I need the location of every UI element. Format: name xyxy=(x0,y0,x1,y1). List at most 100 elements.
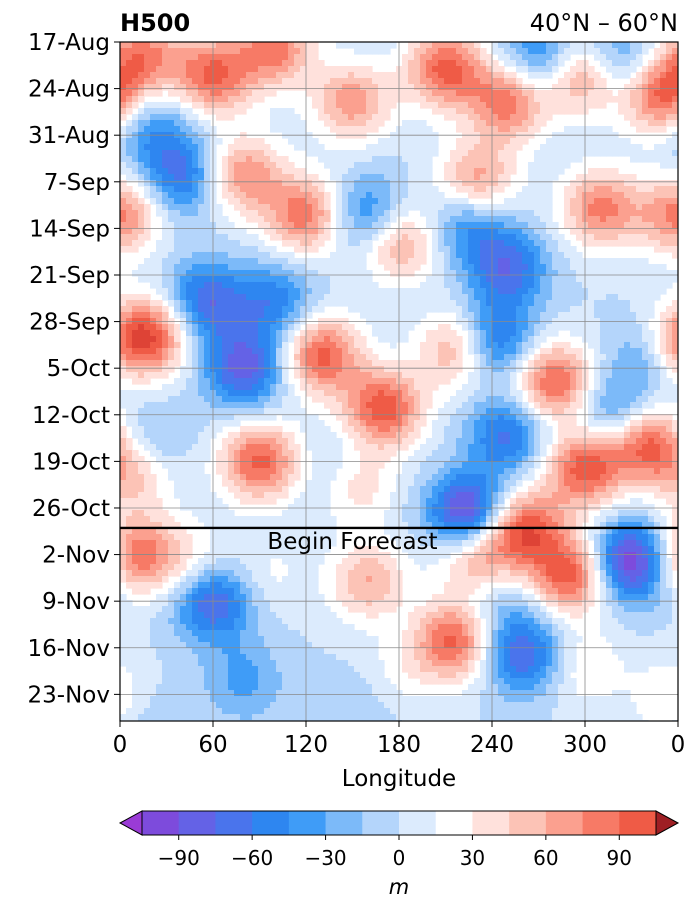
heatmap-cell xyxy=(156,204,163,211)
heatmap-cell xyxy=(360,168,367,175)
heatmap-cell xyxy=(270,60,277,67)
heatmap-cell xyxy=(336,336,343,343)
heatmap-cell xyxy=(414,180,421,187)
heatmap-cell xyxy=(222,108,229,115)
heatmap-cell xyxy=(564,216,571,223)
heatmap-cell xyxy=(192,336,199,343)
heatmap-cell xyxy=(456,144,463,151)
heatmap-cell xyxy=(630,276,637,283)
heatmap-cell xyxy=(216,222,223,229)
heatmap-cell xyxy=(576,222,583,229)
heatmap-cell xyxy=(672,66,678,73)
heatmap-cell xyxy=(504,402,511,409)
heatmap-cell xyxy=(474,264,481,271)
heatmap-cell xyxy=(414,78,421,85)
heatmap-cell xyxy=(432,216,439,223)
heatmap-cell xyxy=(192,192,199,199)
heatmap-cell xyxy=(552,84,559,91)
heatmap-cell xyxy=(462,414,469,421)
heatmap-cell xyxy=(618,48,625,55)
heatmap-cell xyxy=(216,78,223,85)
heatmap-cell xyxy=(354,246,361,253)
heatmap-cell xyxy=(120,162,127,169)
heatmap-cell xyxy=(300,258,307,265)
heatmap-cell xyxy=(558,162,565,169)
heatmap-cell xyxy=(414,204,421,211)
heatmap-cell xyxy=(366,348,373,355)
heatmap-cell xyxy=(498,108,505,115)
heatmap-cell xyxy=(546,348,553,355)
heatmap-cell xyxy=(528,384,535,391)
heatmap-cell xyxy=(438,42,445,49)
heatmap-cell xyxy=(468,240,475,247)
heatmap-cell xyxy=(642,102,649,109)
heatmap-cell xyxy=(228,90,235,97)
heatmap-cell xyxy=(402,180,409,187)
heatmap-cell xyxy=(666,120,673,127)
heatmap-cell xyxy=(348,294,355,301)
heatmap-cell xyxy=(474,342,481,349)
heatmap-cell xyxy=(318,384,325,391)
heatmap-cell xyxy=(288,66,295,73)
heatmap-cell xyxy=(444,414,451,421)
heatmap-cell xyxy=(414,156,421,163)
heatmap-cell xyxy=(264,222,271,229)
heatmap-cell xyxy=(324,204,331,211)
heatmap-cell xyxy=(192,60,199,67)
heatmap-cell xyxy=(336,276,343,283)
heatmap-cell xyxy=(420,90,427,97)
heatmap-cell xyxy=(174,138,181,145)
heatmap-cell xyxy=(150,420,157,427)
heatmap-cell xyxy=(312,144,319,151)
heatmap-cell xyxy=(534,66,541,73)
heatmap-cell xyxy=(534,294,541,301)
heatmap-cell xyxy=(138,216,145,223)
heatmap-cell xyxy=(528,168,535,175)
heatmap-cell xyxy=(468,114,475,121)
heatmap-cell xyxy=(174,144,181,151)
heatmap-cell xyxy=(534,342,541,349)
heatmap-cell xyxy=(474,204,481,211)
heatmap-cell xyxy=(648,72,655,79)
heatmap-cell xyxy=(456,336,463,343)
heatmap-cell xyxy=(144,402,151,409)
heatmap-cell xyxy=(186,150,193,157)
heatmap-cell xyxy=(408,312,415,319)
heatmap-cell xyxy=(570,216,577,223)
heatmap-cell xyxy=(642,336,649,343)
heatmap-cell xyxy=(312,354,319,361)
heatmap-cell xyxy=(564,276,571,283)
heatmap-cell xyxy=(234,102,241,109)
heatmap-cell xyxy=(204,90,211,97)
heatmap-cell xyxy=(600,360,607,367)
heatmap-cell xyxy=(492,282,499,289)
heatmap-cell xyxy=(486,276,493,283)
heatmap-cell xyxy=(354,72,361,79)
heatmap-cell xyxy=(642,126,649,133)
heatmap-cell xyxy=(144,150,151,157)
heatmap-cell xyxy=(234,138,241,145)
heatmap-cell xyxy=(324,96,331,103)
heatmap-cell xyxy=(132,324,139,331)
heatmap-cell xyxy=(138,222,145,229)
heatmap-cell xyxy=(570,300,577,307)
heatmap-cell xyxy=(264,258,271,265)
heatmap-cell xyxy=(252,294,259,301)
heatmap-cell xyxy=(552,150,559,157)
heatmap-cell xyxy=(486,204,493,211)
heatmap-cell xyxy=(330,72,337,79)
heatmap-cell xyxy=(624,396,631,403)
heatmap-cell xyxy=(522,276,529,283)
heatmap-cell xyxy=(390,372,397,379)
heatmap-cell xyxy=(594,240,601,247)
heatmap-cell xyxy=(276,402,283,409)
heatmap-cell xyxy=(468,204,475,211)
heatmap-cell xyxy=(636,258,643,265)
heatmap-cell xyxy=(180,420,187,427)
heatmap-cell xyxy=(342,84,349,91)
heatmap-cell xyxy=(432,210,439,217)
heatmap-cell xyxy=(408,162,415,169)
heatmap-cell xyxy=(468,156,475,163)
heatmap-cell xyxy=(306,210,313,217)
heatmap-cell xyxy=(222,186,229,193)
